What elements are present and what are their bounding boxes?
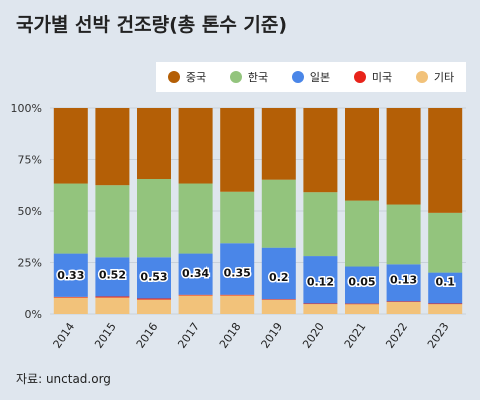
data-label: 0.35 [224, 267, 251, 280]
y-tick-label: 50% [18, 205, 42, 218]
data-label: 0.2 [269, 271, 289, 284]
bar-segment [95, 108, 130, 186]
y-tick-label: 0% [25, 308, 42, 321]
bar-segment [137, 257, 171, 299]
legend-item-others: 기타 [415, 69, 455, 85]
bar-segment [303, 108, 338, 193]
legend-item-usa: 미국 [353, 69, 393, 85]
bar-segment [53, 296, 88, 298]
data-label: 0.33 [57, 269, 84, 282]
bar-segment [137, 299, 171, 314]
bar-segment [53, 183, 88, 254]
bar-segment [386, 204, 421, 265]
x-tick-label: 2016 [134, 320, 161, 350]
legend-label: 일본 [309, 71, 331, 84]
data-label: 0.05 [348, 276, 375, 289]
bar-segment [178, 108, 213, 184]
bar-segment [53, 297, 88, 314]
bar-segment [220, 191, 255, 244]
bar-segment [345, 303, 379, 305]
bar-segment [95, 296, 130, 298]
source-note: 자료: unctad.org [16, 372, 111, 386]
legend-swatch [353, 71, 366, 83]
bar-segment [137, 179, 171, 258]
x-tick-label: 2022 [383, 320, 410, 350]
x-tick-label: 2015 [92, 320, 119, 350]
bar-segment [261, 247, 296, 300]
bar-segment [137, 108, 171, 180]
bar-segment [220, 294, 255, 296]
bar-segment [178, 294, 213, 296]
y-tick-label: 75% [18, 154, 42, 167]
x-tick-label: 2014 [51, 320, 78, 350]
x-tick-label: 2020 [300, 320, 327, 350]
bar-segment [345, 303, 379, 314]
bar-segment [303, 303, 338, 305]
bar-segment [428, 303, 463, 314]
legend-swatch [229, 71, 242, 83]
bar-segment [220, 295, 255, 314]
bar-segment [178, 295, 213, 314]
data-label: 0.53 [140, 270, 167, 283]
bar-segment [95, 185, 130, 258]
bar-segment [303, 303, 338, 314]
bar-segment [261, 179, 296, 248]
x-tick-label: 2023 [425, 320, 452, 350]
legend-label: 한국 [247, 71, 269, 84]
bar-segment [53, 253, 88, 297]
bar-segment [95, 257, 130, 297]
x-tick-label: 2017 [175, 320, 202, 350]
bar-segment [178, 253, 213, 295]
bar-segment [220, 108, 255, 192]
legend-item-japan: 일본 [291, 69, 331, 85]
data-label: 0.52 [99, 268, 126, 281]
y-tick-label: 100% [11, 102, 42, 115]
chart-legend: 중국 한국 일본 미국 기타 [156, 62, 466, 92]
bar-segment [428, 303, 463, 305]
bar-segment [428, 272, 463, 304]
bar-segment [345, 266, 379, 304]
bar-segment [137, 298, 171, 300]
bar-segment [53, 108, 88, 184]
bar-segment [95, 297, 130, 314]
data-label: 0.13 [390, 273, 417, 286]
chart-title: 국가별 선박 건조량(총 톤수 기준) [16, 14, 288, 36]
legend-swatch [291, 71, 304, 83]
bar-segment [261, 299, 296, 300]
y-tick-label: 25% [18, 257, 42, 270]
x-tick-label: 2019 [259, 320, 286, 350]
legend-label: 중국 [185, 71, 207, 84]
data-label: 0.1 [435, 275, 455, 288]
bar-segment [303, 192, 338, 257]
bar-segment [428, 108, 463, 213]
legend-swatch [167, 71, 180, 83]
bar-segment [386, 264, 421, 302]
bar-segment [386, 108, 421, 205]
bar-segment [303, 256, 338, 304]
x-tick-label: 2021 [342, 320, 369, 350]
bar-segment [178, 183, 213, 254]
legend-item-korea: 한국 [229, 69, 269, 85]
legend-label: 미국 [371, 71, 393, 84]
legend-item-china: 중국 [167, 69, 207, 85]
bar-segment [261, 299, 296, 314]
bar-segment [386, 301, 421, 302]
bar-segment [261, 108, 296, 180]
data-label: 0.34 [182, 267, 209, 280]
legend-label: 기타 [433, 71, 455, 84]
bar-segment [220, 243, 255, 295]
bar-segment [345, 200, 379, 267]
legend-swatch [415, 71, 428, 83]
bar-segment [428, 212, 463, 273]
data-label: 0.12 [307, 275, 334, 288]
x-tick-label: 2018 [217, 320, 244, 350]
bar-segment [386, 301, 421, 314]
bar-segment [345, 108, 379, 201]
